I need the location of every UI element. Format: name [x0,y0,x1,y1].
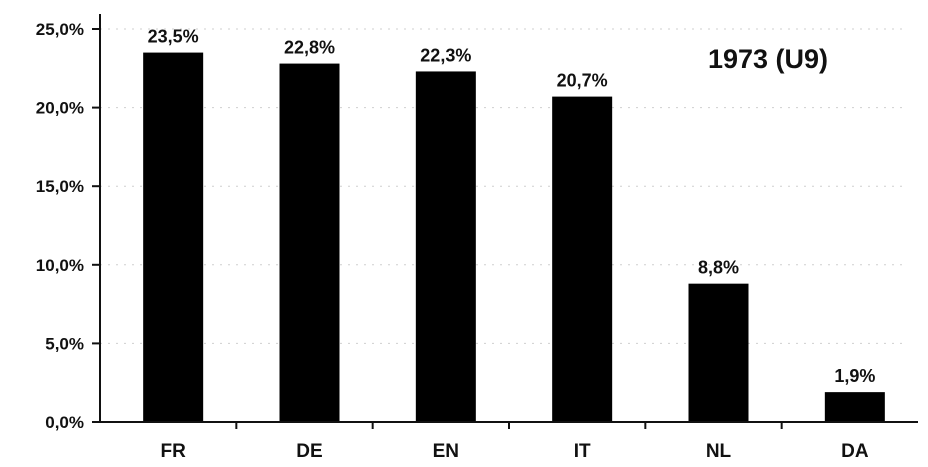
bar [552,97,612,422]
axis-layer [92,14,918,429]
x-tick-label: DA [841,441,869,462]
bar [689,284,749,422]
data-label: 22,3% [420,45,471,65]
x-tick-label: IT [574,441,591,462]
y-tick-label: 20,0% [36,99,84,118]
bar [280,64,340,422]
data-label: 23,5% [148,27,199,47]
data-label: 22,8% [284,38,335,58]
y-tick-label: 0,0% [45,413,84,432]
data-label: 1,9% [834,366,875,386]
y-tick-label: 10,0% [36,256,84,275]
data-label: 20,7% [557,71,608,91]
bar [825,392,885,422]
bar [416,71,476,422]
y-tick-label: 5,0% [45,334,84,353]
y-tick-label: 25,0% [36,20,84,39]
x-tick-label: DE [296,441,322,462]
x-tick-label: FR [161,441,187,462]
chart-title: 1973 (U9) [708,44,828,74]
x-tick-label: NL [706,441,732,462]
bar [143,53,203,422]
y-tick-label: 15,0% [36,177,84,196]
grid-layer [100,29,908,343]
data-label: 8,8% [698,258,739,278]
x-tick-label: EN [433,441,459,462]
